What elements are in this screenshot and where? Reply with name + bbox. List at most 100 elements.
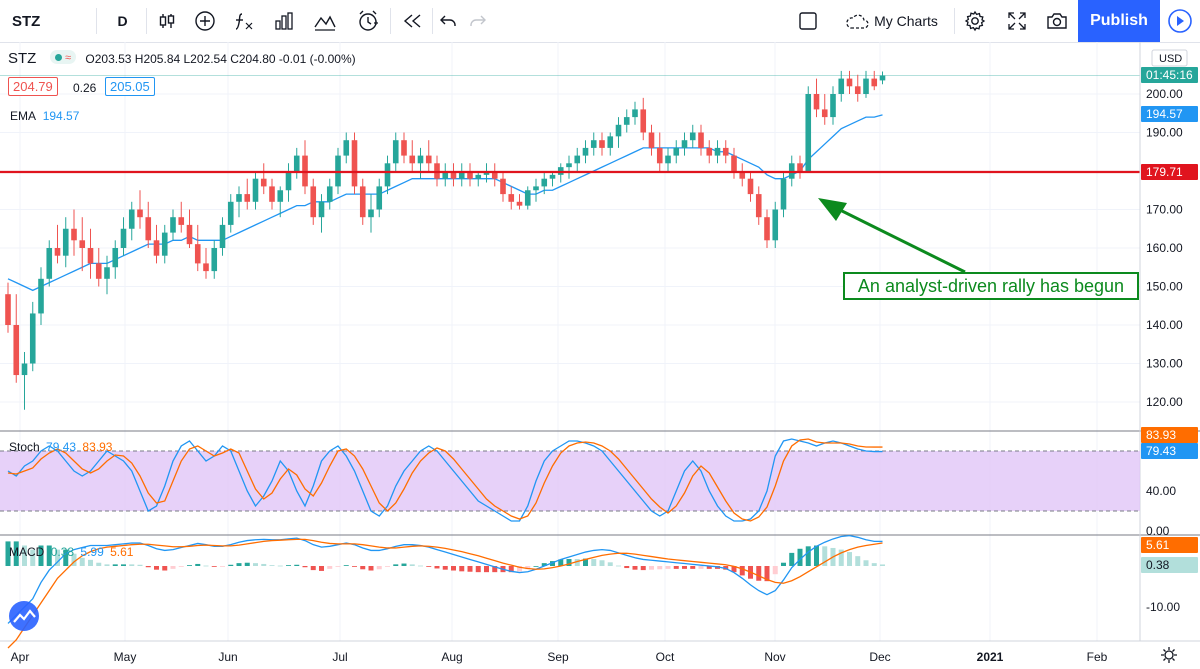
macd-histogram-bar (88, 559, 93, 566)
candle-body (54, 248, 61, 256)
macd-histogram-bar (739, 566, 745, 576)
candle (392, 132, 399, 171)
symbol-search[interactable]: STZ (12, 12, 41, 30)
candle (161, 224, 168, 264)
spread-value: 0.26 (73, 81, 97, 95)
financials-icon[interactable] (266, 0, 302, 42)
macd-histogram-bar (46, 545, 52, 566)
price-axis[interactable]: 200.00190.00180.00170.00160.00150.00140.… (1141, 49, 1198, 614)
legend-symbol[interactable]: STZ (8, 50, 37, 67)
candle-body (764, 217, 770, 241)
time-tick: May (114, 650, 137, 664)
support-badge-bg (1141, 164, 1198, 180)
toolbar-divider (954, 8, 955, 34)
macd-histogram-bar (162, 566, 168, 571)
axis-settings-icon[interactable] (1161, 647, 1177, 663)
candle-body (21, 363, 28, 376)
candle (467, 163, 473, 187)
alert-icon[interactable] (348, 0, 388, 42)
macd-label: MACD (9, 545, 45, 559)
candle-body (797, 163, 803, 171)
fullscreen-icon[interactable] (998, 0, 1036, 42)
undo-icon[interactable] (434, 0, 462, 42)
candle (541, 171, 548, 195)
templates-icon[interactable] (306, 0, 344, 42)
layout-icon[interactable] (790, 0, 826, 42)
candle-body (566, 163, 572, 168)
candle (46, 240, 53, 287)
replay-icon[interactable] (394, 0, 430, 42)
stoch-k-value: 79.43 (46, 440, 77, 454)
bid-price-box[interactable]: 204.79 (8, 77, 58, 96)
indicators-icon[interactable] (226, 0, 262, 42)
candle-body (5, 294, 11, 325)
add-compare-icon[interactable] (188, 0, 222, 42)
main-legend[interactable]: STZ ≈ O203.53 H205.84 L202.54 C204.80 -0… (8, 50, 356, 67)
price-tick: 160.00 (1146, 241, 1183, 255)
interval-button[interactable]: D (117, 13, 128, 29)
market-status-icon[interactable]: ≈ (49, 50, 77, 64)
macd-histogram-bar (385, 566, 390, 567)
candle-body (120, 228, 127, 248)
snapshot-icon[interactable] (1038, 0, 1076, 42)
stoch-d-value: 83.93 (82, 440, 113, 454)
countdown-line (0, 75, 1140, 76)
candle-body (681, 140, 688, 148)
candle-body (425, 155, 432, 164)
publish-button[interactable]: Publish (1078, 0, 1160, 42)
candle-body (252, 178, 259, 202)
play-button[interactable] (1160, 0, 1200, 42)
candle (95, 248, 102, 287)
candle (648, 124, 655, 156)
macd-histogram-bar (781, 562, 786, 566)
time-axis[interactable]: Apr May Jun Jul Aug Sep Oct Nov Dec 2021 Feb (11, 650, 1108, 664)
macd-histogram-bar (261, 563, 267, 566)
macd-histogram-bar (863, 560, 869, 566)
macd-histogram-bar (574, 559, 580, 566)
macd-histogram-bar (203, 565, 209, 567)
macd-histogram-bar (310, 566, 316, 571)
currency-label: USD (1159, 53, 1182, 65)
candle-body (755, 194, 762, 218)
candle-body (747, 178, 754, 195)
countdown-badge: 01:45:16 (1146, 68, 1193, 82)
candle-body (805, 94, 812, 171)
macd-histogram-bar (814, 545, 819, 566)
candle (359, 178, 366, 225)
candle-body (343, 140, 350, 156)
candle-body (549, 174, 556, 179)
macd-histogram-bar (533, 566, 539, 567)
macd-histogram-bar (880, 564, 885, 566)
macd-histogram-bar (418, 565, 423, 567)
macd-histogram-bar (228, 564, 234, 566)
signal-line (7, 538, 883, 649)
ema-legend[interactable]: EMA 194.57 (10, 109, 79, 123)
stoch-legend[interactable]: Stoch 79.43 83.93 (9, 440, 112, 454)
candle-body (821, 109, 828, 118)
time-tick: Sep (547, 650, 569, 664)
tradingview-logo[interactable] (9, 601, 39, 631)
ask-price-box[interactable]: 205.05 (105, 77, 155, 96)
macd-histogram-bar (277, 565, 283, 567)
candle (574, 147, 581, 171)
candle (739, 163, 746, 187)
candle (722, 140, 729, 164)
candle-body (145, 217, 152, 241)
candle (376, 178, 383, 218)
annotation-callout[interactable]: An analyst-driven rally has begun (843, 272, 1139, 300)
macd-histogram-bar (376, 566, 382, 570)
chart-area[interactable]: 200.00190.00180.00170.00160.00150.00140.… (0, 42, 1200, 669)
annotation-arrow[interactable] (818, 198, 966, 274)
redo-icon[interactable] (464, 0, 492, 42)
my-charts-button[interactable]: My Charts (832, 0, 950, 42)
macd-histogram-bar (665, 566, 671, 569)
candle (277, 186, 284, 218)
candle-body (467, 171, 473, 179)
candle (830, 86, 836, 125)
macd-histogram-bar (368, 566, 374, 571)
macd-legend[interactable]: MACD 0.38 5.99 5.61 (9, 545, 133, 559)
settings-icon[interactable] (956, 0, 994, 42)
bar-style-icon[interactable] (150, 0, 184, 42)
macd-histogram-bar (71, 553, 77, 566)
macd-histogram-bar (63, 549, 69, 566)
